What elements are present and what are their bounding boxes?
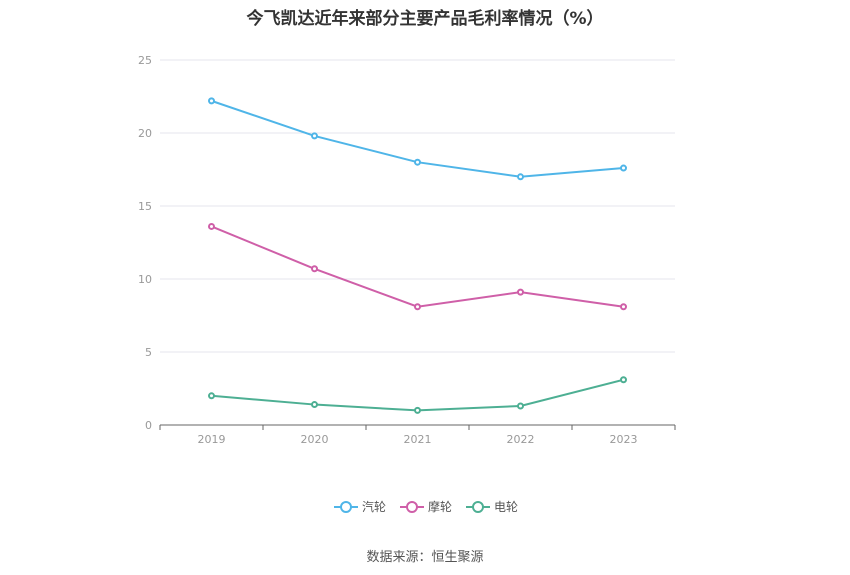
x-tick-label: 2019 bbox=[198, 433, 226, 446]
legend-label: 汽轮 bbox=[362, 499, 386, 514]
legend: 汽轮 摩轮 电轮 bbox=[334, 499, 518, 514]
legend-item[interactable]: 摩轮 bbox=[400, 499, 452, 514]
data-point[interactable] bbox=[517, 288, 524, 296]
legend-marker-icon bbox=[472, 501, 484, 513]
data-point[interactable] bbox=[311, 401, 318, 409]
y-tick-label: 5 bbox=[145, 346, 152, 359]
chart-title: 今飞凯达近年来部分主要产品毛利率情况（%） bbox=[246, 9, 604, 29]
data-point[interactable] bbox=[517, 173, 524, 181]
series-0 bbox=[208, 97, 627, 181]
series-lines bbox=[208, 97, 627, 414]
data-point[interactable] bbox=[208, 392, 215, 400]
legend-marker-icon bbox=[340, 501, 352, 513]
data-point[interactable] bbox=[311, 132, 318, 140]
legend-item[interactable]: 汽轮 bbox=[334, 499, 386, 514]
data-point[interactable] bbox=[414, 406, 421, 414]
series-1 bbox=[208, 222, 627, 311]
x-tick-label: 2021 bbox=[404, 433, 432, 446]
legend-label: 电轮 bbox=[494, 500, 518, 514]
y-tick-label: 15 bbox=[138, 200, 152, 213]
x-tick-label: 2020 bbox=[301, 433, 329, 446]
x-tick-label: 2022 bbox=[507, 433, 535, 446]
y-tick-label: 10 bbox=[138, 273, 152, 286]
series-2 bbox=[208, 376, 627, 414]
data-point[interactable] bbox=[620, 164, 627, 172]
data-point[interactable] bbox=[517, 402, 524, 410]
source-note: 数据来源：恒生聚源 bbox=[366, 550, 484, 565]
data-point[interactable] bbox=[414, 303, 421, 311]
legend-label: 摩轮 bbox=[428, 499, 452, 514]
grid-lines bbox=[160, 59, 675, 353]
y-tick-label: 0 bbox=[145, 419, 152, 432]
data-point[interactable] bbox=[208, 97, 215, 105]
data-point[interactable] bbox=[208, 222, 215, 230]
legend-marker-icon bbox=[406, 501, 418, 513]
x-tick-label: 2023 bbox=[610, 433, 638, 446]
y-tick-label: 20 bbox=[138, 127, 152, 140]
data-point[interactable] bbox=[414, 158, 421, 166]
legend-item[interactable]: 电轮 bbox=[466, 500, 518, 514]
y-tick-label: 25 bbox=[138, 54, 152, 67]
series-line bbox=[211, 378, 624, 412]
data-point[interactable] bbox=[620, 376, 627, 384]
series-line bbox=[211, 225, 624, 308]
axes: 0 5 10 15 20 25 2019 2020 2021 2022 2023 bbox=[138, 54, 676, 446]
data-point[interactable] bbox=[311, 265, 318, 273]
data-point[interactable] bbox=[620, 303, 627, 311]
